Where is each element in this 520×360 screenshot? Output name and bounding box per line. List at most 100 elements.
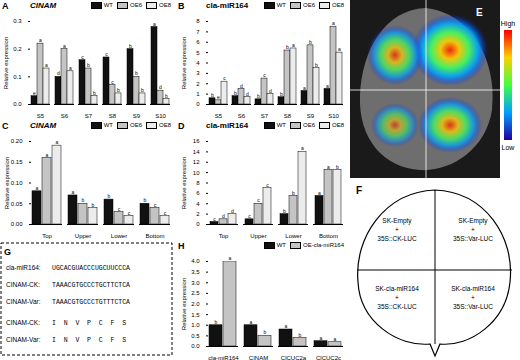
svg-text:Top: Top [219,233,229,239]
svg-text:S7: S7 [261,113,269,119]
svg-text:S7: S7 [85,113,93,119]
svg-text:c: c [266,182,269,188]
svg-text:e: e [217,94,220,100]
svg-text:c: c [105,51,108,57]
svg-text:b: b [87,62,90,68]
svg-text:4.0: 4.0 [191,258,200,264]
svg-text:0: 0 [196,221,200,227]
svg-text:b: b [299,332,302,338]
svg-text:Lower: Lower [111,233,127,239]
svg-text:d: d [269,88,272,94]
svg-text:ClCUC2c: ClCUC2c [316,355,341,360]
svg-text:Relative expression: Relative expression [181,157,187,209]
svg-text:S5: S5 [37,113,45,119]
svg-text:b: b [211,92,214,98]
svg-text:b: b [264,329,267,335]
svg-text:2: 2 [196,211,200,217]
svg-text:c: c [248,213,251,219]
svg-text:2: 2 [196,81,200,87]
svg-text:b: b [292,190,295,196]
svg-text:0.0: 0.0 [13,101,22,107]
svg-text:d: d [246,91,249,97]
svg-text:b: b [257,93,260,99]
svg-text:2.0: 2.0 [191,301,200,307]
svg-text:0: 0 [196,101,200,107]
svg-text:G: G [4,247,11,257]
svg-text:c: c [164,210,167,216]
svg-text:a: a [338,46,341,52]
svg-text:a: a [332,20,335,26]
svg-text:b: b [234,90,237,96]
svg-text:a: a [56,139,59,145]
svg-text:cla-miR164:: cla-miR164: [6,264,41,271]
svg-text:a: a [318,190,321,196]
svg-text:b: b [141,87,144,93]
svg-text:b: b [283,208,286,214]
svg-text:4: 4 [196,201,200,207]
svg-text:S8: S8 [109,113,117,119]
svg-text:b: b [309,39,312,45]
svg-text:Upper: Upper [75,233,91,239]
svg-text:b: b [165,93,168,99]
svg-text:Relative expression: Relative expression [181,37,187,89]
svg-text:CINAM-CK:: CINAM-CK: [6,281,40,288]
svg-text:b: b [117,87,120,93]
svg-text:0.00: 0.00 [11,221,23,227]
svg-text:Low: Low [502,144,516,151]
svg-text:c: c [128,210,131,216]
svg-text:0.20: 0.20 [11,138,23,144]
svg-text:c: c [118,206,121,212]
svg-text:a: a [250,319,253,325]
svg-text:+: + [395,226,399,233]
svg-text:a: a [303,85,306,91]
svg-text:S6: S6 [238,113,246,119]
svg-text:E: E [476,7,483,18]
svg-text:a: a [46,152,49,158]
svg-text:3.5: 3.5 [191,269,200,275]
svg-text:a: a [320,335,323,341]
svg-text:CINAM: CINAM [249,355,268,360]
svg-text:SK-cla-miR164: SK-cla-miR164 [375,285,419,292]
svg-text:a: a [69,65,72,71]
svg-text:1: 1 [196,91,200,97]
svg-text:a: a [36,185,39,191]
svg-text:d: d [240,83,243,89]
svg-text:c: c [263,72,266,78]
svg-text:S9: S9 [307,113,315,119]
svg-text:7: 7 [196,29,200,35]
svg-text:a: a [301,145,304,151]
svg-text:0.3: 0.3 [13,18,22,24]
svg-text:d: d [222,213,225,219]
svg-text:b: b [129,43,132,49]
svg-text:Relative expression: Relative expression [3,37,9,89]
svg-text:0.15: 0.15 [11,159,23,165]
svg-text:+: + [471,226,475,233]
svg-text:SK-cla-miR164: SK-cla-miR164 [451,285,495,292]
svg-text:Bottom: Bottom [145,233,164,239]
svg-text:S10: S10 [328,113,339,119]
svg-text:cla-miR164: cla-miR164 [208,355,239,360]
svg-text:d: d [231,208,234,214]
svg-text:a: a [229,255,232,261]
svg-text:8: 8 [196,180,200,186]
svg-text:+: + [395,294,399,301]
svg-text:b: b [93,90,96,96]
svg-text:Relative expression: Relative expression [181,278,187,330]
svg-text:0.1: 0.1 [13,74,22,80]
svg-text:S8: S8 [284,113,292,119]
svg-text:3.0: 3.0 [191,280,200,286]
svg-text:CINAM-Var:: CINAM-Var: [6,336,41,343]
svg-text:a: a [326,83,329,89]
svg-text:a: a [72,189,75,195]
svg-text:Upper: Upper [250,233,266,239]
svg-text:CINAM-Var:: CINAM-Var: [6,298,41,305]
svg-text:TAAACGTGCCCTGCTTCTCA: TAAACGTGCCCTGCTTCTCA [52,282,130,289]
svg-text:4: 4 [196,60,200,66]
svg-text:Bottom: Bottom [319,233,338,239]
svg-text:2.5: 2.5 [191,290,200,296]
svg-text:8: 8 [196,18,200,24]
svg-text:3: 3 [196,70,200,76]
svg-text:0.0: 0.0 [191,343,200,349]
svg-text:d: d [57,70,60,76]
svg-text:35S::CK-LUC: 35S::CK-LUC [377,303,417,310]
